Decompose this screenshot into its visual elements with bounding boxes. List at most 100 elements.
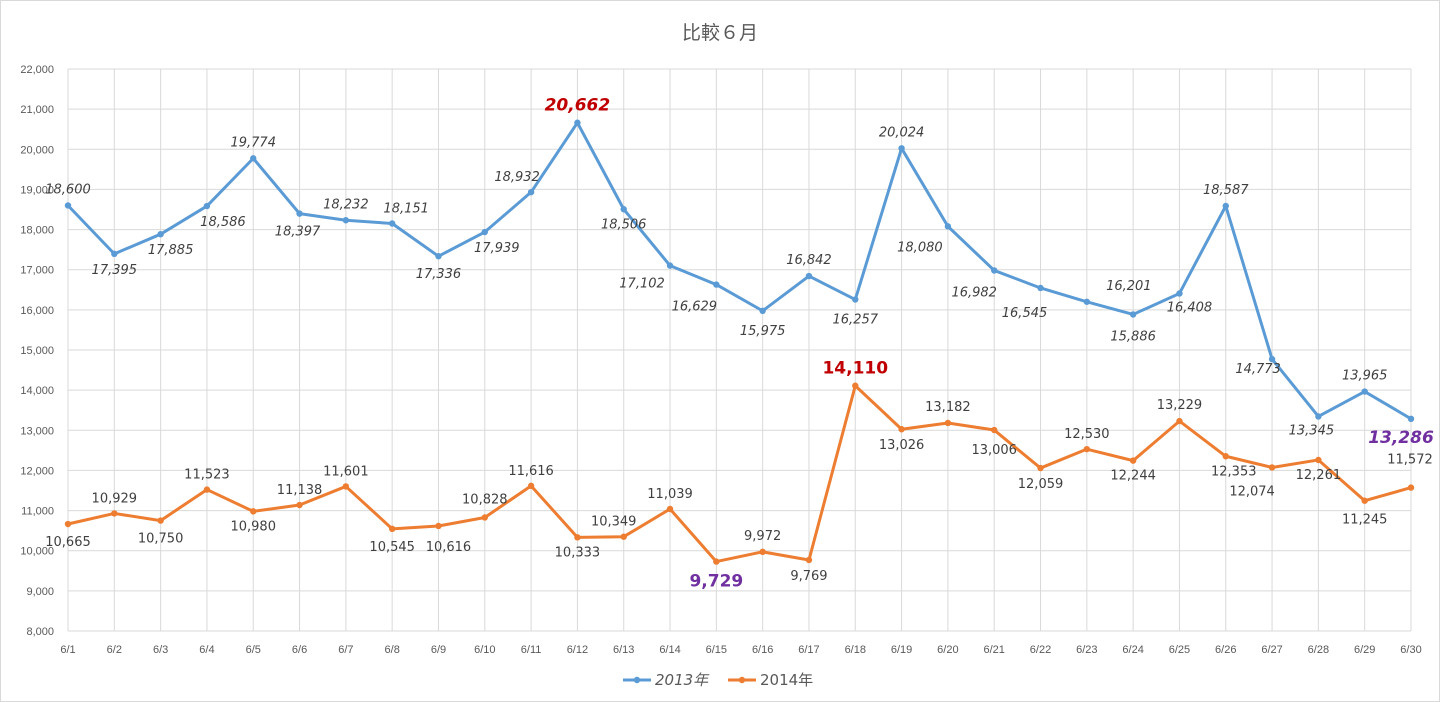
x-tick-label: 6/27 (1261, 644, 1282, 656)
legend-marker (738, 676, 746, 684)
data-label-2014: 12,530 (1064, 427, 1110, 442)
data-point-2014 (666, 505, 674, 513)
data-point-2013 (1037, 284, 1044, 292)
data-label-2014: 13,182 (925, 400, 971, 415)
data-point-2013 (1176, 290, 1183, 297)
data-label-2014: 11,523 (184, 468, 230, 483)
data-point-2013 (481, 228, 488, 236)
data-point-2014 (852, 382, 859, 389)
data-point-2013 (1361, 388, 1368, 395)
data-label-2013: 18,600 (45, 182, 91, 197)
data-point-2014 (1129, 457, 1137, 464)
data-label-2014: 10,333 (555, 545, 601, 560)
data-point-2013 (157, 230, 164, 238)
data-point-2014 (1037, 464, 1044, 472)
data-label-2013: 17,102 (619, 277, 665, 292)
x-tick-label: 6/11 (521, 644, 542, 656)
data-point-2014 (388, 525, 396, 533)
data-label-2014: 13,026 (879, 438, 925, 453)
y-tick-label: 14,000 (20, 385, 54, 397)
data-label-2014: 10,665 (45, 535, 91, 550)
data-label-2013: 17,885 (148, 243, 194, 258)
data-point-2014 (1083, 445, 1091, 453)
x-tick-label: 6/4 (199, 644, 214, 656)
data-point-2013 (435, 253, 442, 260)
y-tick-label: 13,000 (20, 425, 54, 437)
data-point-2014 (481, 514, 488, 521)
data-point-2013 (1083, 298, 1091, 305)
data-label-2013: 16,629 (672, 300, 718, 315)
data-point-2013 (1129, 311, 1137, 318)
data-point-2013 (666, 262, 674, 269)
data-label-2013: 18,151 (383, 202, 429, 217)
data-point-2013 (1268, 355, 1276, 363)
x-tick-label: 6/21 (983, 644, 1004, 656)
data-label-2014: 10,545 (369, 540, 415, 555)
data-label-2013: 16,842 (786, 253, 832, 268)
x-tick-label: 6/18 (845, 644, 866, 656)
data-label-2013: 17,336 (416, 267, 462, 282)
data-point-2013 (1315, 413, 1322, 420)
data-point-2013 (805, 272, 813, 280)
x-tick-label: 6/7 (338, 644, 353, 656)
data-point-2013 (203, 202, 211, 210)
x-tick-label: 6/5 (246, 644, 261, 656)
y-tick-label: 15,000 (20, 345, 54, 357)
y-tick-label: 12,000 (20, 465, 54, 477)
x-tick-label: 6/24 (1122, 644, 1143, 656)
data-label-2013: 20,024 (879, 125, 925, 140)
legend-marker (633, 676, 641, 684)
data-point-2014 (435, 522, 442, 530)
data-label-2013: 16,982 (951, 285, 997, 300)
x-tick-label: 6/23 (1076, 644, 1097, 656)
data-label-2014: 10,980 (230, 519, 276, 534)
data-point-2013 (944, 223, 952, 230)
data-label-2013: 19,774 (230, 135, 276, 150)
data-label-2014: 13,006 (971, 443, 1017, 458)
legend-label: 2013年 (655, 671, 710, 689)
data-label-2013: 15,975 (740, 324, 786, 339)
data-label-2014: 12,074 (1229, 484, 1275, 499)
data-label-2014: 11,245 (1342, 513, 1388, 528)
data-point-2014 (342, 483, 350, 490)
data-label-2014: 10,616 (426, 540, 472, 555)
data-label-2014: 12,059 (1018, 477, 1064, 492)
data-label-2014: 9,769 (790, 569, 827, 584)
data-point-2013 (759, 307, 766, 315)
data-label-2013: 18,397 (275, 225, 321, 240)
data-point-2014 (296, 501, 303, 509)
series-line-2013 (66, 121, 1412, 421)
data-label-2013: 18,586 (200, 215, 246, 230)
data-point-2013 (1407, 415, 1415, 423)
data-label-2013: 20,662 (545, 96, 611, 116)
data-label-2014: 11,572 (1387, 453, 1433, 468)
data-label-2014: 11,601 (323, 464, 369, 479)
legend-label: 2014年 (760, 671, 813, 689)
data-label-2013: 14,773 (1235, 362, 1281, 377)
y-tick-label: 18,000 (20, 225, 54, 237)
data-point-2014 (898, 426, 905, 433)
y-tick-label: 17,000 (20, 265, 54, 277)
data-point-2014 (64, 520, 72, 528)
data-point-2013 (342, 217, 350, 224)
data-label-2014: 11,138 (277, 483, 323, 498)
y-tick-label: 8,000 (26, 626, 54, 638)
data-point-2013 (64, 202, 72, 209)
chart-title: 比較６月 (681, 22, 758, 44)
series-line-2014 (67, 384, 1412, 564)
x-tick-label: 6/25 (1169, 644, 1190, 656)
x-tick-label: 6/17 (798, 644, 819, 656)
data-label-2013: 17,939 (474, 241, 520, 256)
data-label-2013: 18,932 (494, 170, 540, 185)
x-tick-label: 6/28 (1308, 644, 1329, 656)
data-label-2013: 18,587 (1203, 183, 1249, 198)
data-point-2014 (1407, 484, 1415, 491)
data-label-2013: 17,395 (92, 263, 138, 278)
x-tick-label: 6/19 (891, 644, 912, 656)
data-point-2014 (759, 548, 766, 556)
data-point-2013 (111, 250, 118, 258)
data-label-2014: 10,349 (591, 515, 637, 530)
data-label-2014: 11,039 (647, 487, 693, 502)
data-label-2014: 10,828 (462, 492, 508, 507)
